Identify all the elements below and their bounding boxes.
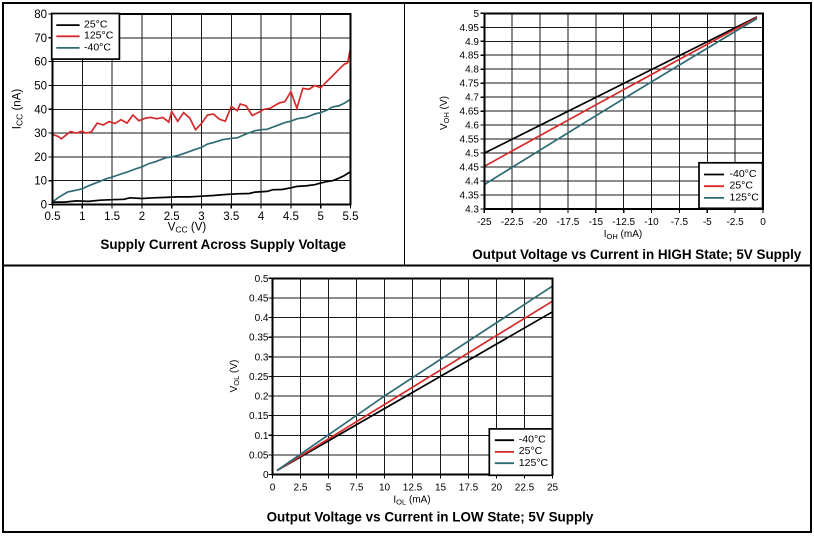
svg-text:25°C: 25°C xyxy=(519,445,543,457)
svg-text:4.5: 4.5 xyxy=(465,149,479,160)
svg-text:-5: -5 xyxy=(703,217,712,228)
svg-text:5: 5 xyxy=(326,483,332,494)
svg-text:125°C: 125°C xyxy=(730,191,760,203)
svg-text:50: 50 xyxy=(34,80,47,92)
svg-text:5: 5 xyxy=(473,9,479,20)
svg-text:25°C: 25°C xyxy=(730,180,754,192)
svg-text:4.65: 4.65 xyxy=(460,107,480,118)
svg-text:0: 0 xyxy=(41,200,47,212)
svg-text:0.45: 0.45 xyxy=(249,293,269,304)
svg-text:4: 4 xyxy=(258,211,265,223)
svg-text:0: 0 xyxy=(760,217,766,228)
svg-text:4.7: 4.7 xyxy=(465,93,479,104)
svg-text:-2.5: -2.5 xyxy=(726,217,744,228)
svg-text:17.5: 17.5 xyxy=(459,483,479,494)
svg-text:3.5: 3.5 xyxy=(223,211,239,223)
svg-text:Supply Current Across Supply V: Supply Current Across Supply Voltage xyxy=(100,237,346,252)
svg-text:-40°C: -40°C xyxy=(519,433,546,445)
svg-text:0.5: 0.5 xyxy=(255,274,269,285)
svg-text:4.4: 4.4 xyxy=(465,177,479,188)
svg-text:3: 3 xyxy=(198,211,204,223)
svg-text:125°C: 125°C xyxy=(519,457,549,469)
svg-text:2.5: 2.5 xyxy=(164,211,180,223)
svg-text:4.8: 4.8 xyxy=(465,65,479,76)
svg-text:20: 20 xyxy=(491,483,503,494)
svg-text:70: 70 xyxy=(34,33,47,45)
svg-text:-25: -25 xyxy=(477,217,492,228)
svg-text:4.85: 4.85 xyxy=(460,51,480,62)
svg-text:0: 0 xyxy=(270,483,276,494)
svg-text:125°C: 125°C xyxy=(84,30,114,42)
svg-text:60: 60 xyxy=(34,57,47,69)
svg-text:-17.5: -17.5 xyxy=(557,217,580,228)
svg-text:VCC (V): VCC (V) xyxy=(168,222,207,235)
svg-text:IOH (mA): IOH (mA) xyxy=(604,229,642,241)
svg-text:2.5: 2.5 xyxy=(294,483,308,494)
svg-text:-15: -15 xyxy=(589,217,604,228)
svg-text:4.75: 4.75 xyxy=(460,79,480,90)
svg-text:4.35: 4.35 xyxy=(460,191,480,202)
svg-text:25: 25 xyxy=(547,483,559,494)
svg-text:1.5: 1.5 xyxy=(104,211,120,223)
svg-text:4.45: 4.45 xyxy=(460,163,480,174)
svg-text:40: 40 xyxy=(34,104,47,116)
svg-text:IOL (mA): IOL (mA) xyxy=(393,495,430,507)
svg-text:VOL (V): VOL (V) xyxy=(229,360,241,393)
svg-text:0: 0 xyxy=(263,470,269,481)
svg-text:5: 5 xyxy=(317,211,323,223)
svg-text:0.1: 0.1 xyxy=(255,431,269,442)
svg-text:5.5: 5.5 xyxy=(343,211,359,223)
svg-text:-40°C: -40°C xyxy=(84,41,111,53)
svg-text:22.5: 22.5 xyxy=(515,483,535,494)
svg-text:80: 80 xyxy=(34,9,47,21)
svg-text:15: 15 xyxy=(435,483,447,494)
svg-text:-22.5: -22.5 xyxy=(501,217,524,228)
svg-text:0.2: 0.2 xyxy=(255,392,269,403)
svg-text:0.5: 0.5 xyxy=(45,211,61,223)
svg-text:-10: -10 xyxy=(644,217,659,228)
svg-text:-20: -20 xyxy=(533,217,548,228)
svg-text:20: 20 xyxy=(34,152,47,164)
svg-text:Output Voltage vs Current in L: Output Voltage vs Current in LOW State; … xyxy=(267,510,594,525)
svg-text:4.3: 4.3 xyxy=(465,205,479,216)
svg-text:0.25: 0.25 xyxy=(249,372,269,383)
svg-text:10: 10 xyxy=(34,176,47,188)
svg-text:2: 2 xyxy=(139,211,145,223)
svg-text:Output Voltage vs Current in H: Output Voltage vs Current in HIGH State;… xyxy=(472,247,802,262)
svg-text:4.5: 4.5 xyxy=(283,211,299,223)
svg-text:0.05: 0.05 xyxy=(249,450,269,461)
svg-text:0.4: 0.4 xyxy=(255,313,269,324)
svg-text:4.95: 4.95 xyxy=(460,23,480,34)
svg-text:12.5: 12.5 xyxy=(403,483,423,494)
svg-text:4.55: 4.55 xyxy=(460,135,480,146)
svg-text:VOH (V): VOH (V) xyxy=(439,96,451,130)
svg-text:7.5: 7.5 xyxy=(350,483,364,494)
svg-text:10: 10 xyxy=(379,483,391,494)
svg-text:0.3: 0.3 xyxy=(255,352,269,363)
svg-text:ICC (nA): ICC (nA) xyxy=(12,89,25,130)
svg-text:0.35: 0.35 xyxy=(249,333,269,344)
svg-text:4.6: 4.6 xyxy=(465,121,479,132)
svg-text:-40°C: -40°C xyxy=(730,168,757,180)
svg-text:25°C: 25°C xyxy=(84,19,108,31)
svg-text:-12.5: -12.5 xyxy=(612,217,635,228)
svg-text:0.15: 0.15 xyxy=(249,411,269,422)
svg-text:4.9: 4.9 xyxy=(465,37,479,48)
svg-text:30: 30 xyxy=(34,128,47,140)
svg-text:-7.5: -7.5 xyxy=(671,217,689,228)
svg-text:1: 1 xyxy=(79,211,85,223)
